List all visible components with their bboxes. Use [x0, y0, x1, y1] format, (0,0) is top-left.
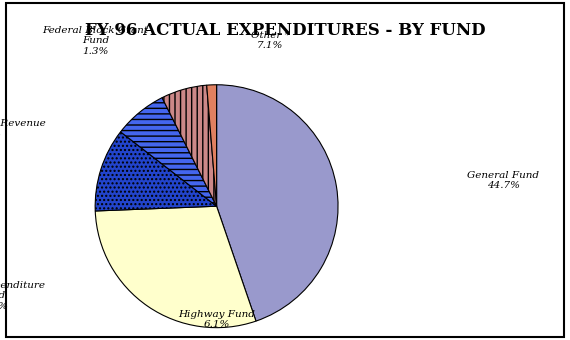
Wedge shape: [121, 98, 217, 206]
Text: Federal Expenditure
Fund
29.6%: Federal Expenditure Fund 29.6%: [0, 281, 46, 311]
Text: Other *
7.1%: Other * 7.1%: [251, 31, 290, 51]
Wedge shape: [207, 85, 217, 206]
Text: Highway Fund
6.1%: Highway Fund 6.1%: [178, 310, 255, 329]
Text: General Fund
44.7%: General Fund 44.7%: [467, 170, 539, 190]
Wedge shape: [95, 206, 256, 328]
Text: Other Special Revenue
11.1%: Other Special Revenue 11.1%: [0, 119, 46, 139]
Wedge shape: [162, 85, 217, 206]
Text: Federal Block Grant
Fund
1.3%: Federal Block Grant Fund 1.3%: [42, 26, 148, 56]
Text: FY 96 ACTUAL EXPENDITURES - BY FUND: FY 96 ACTUAL EXPENDITURES - BY FUND: [85, 22, 485, 39]
Wedge shape: [217, 85, 338, 321]
Wedge shape: [95, 132, 217, 211]
